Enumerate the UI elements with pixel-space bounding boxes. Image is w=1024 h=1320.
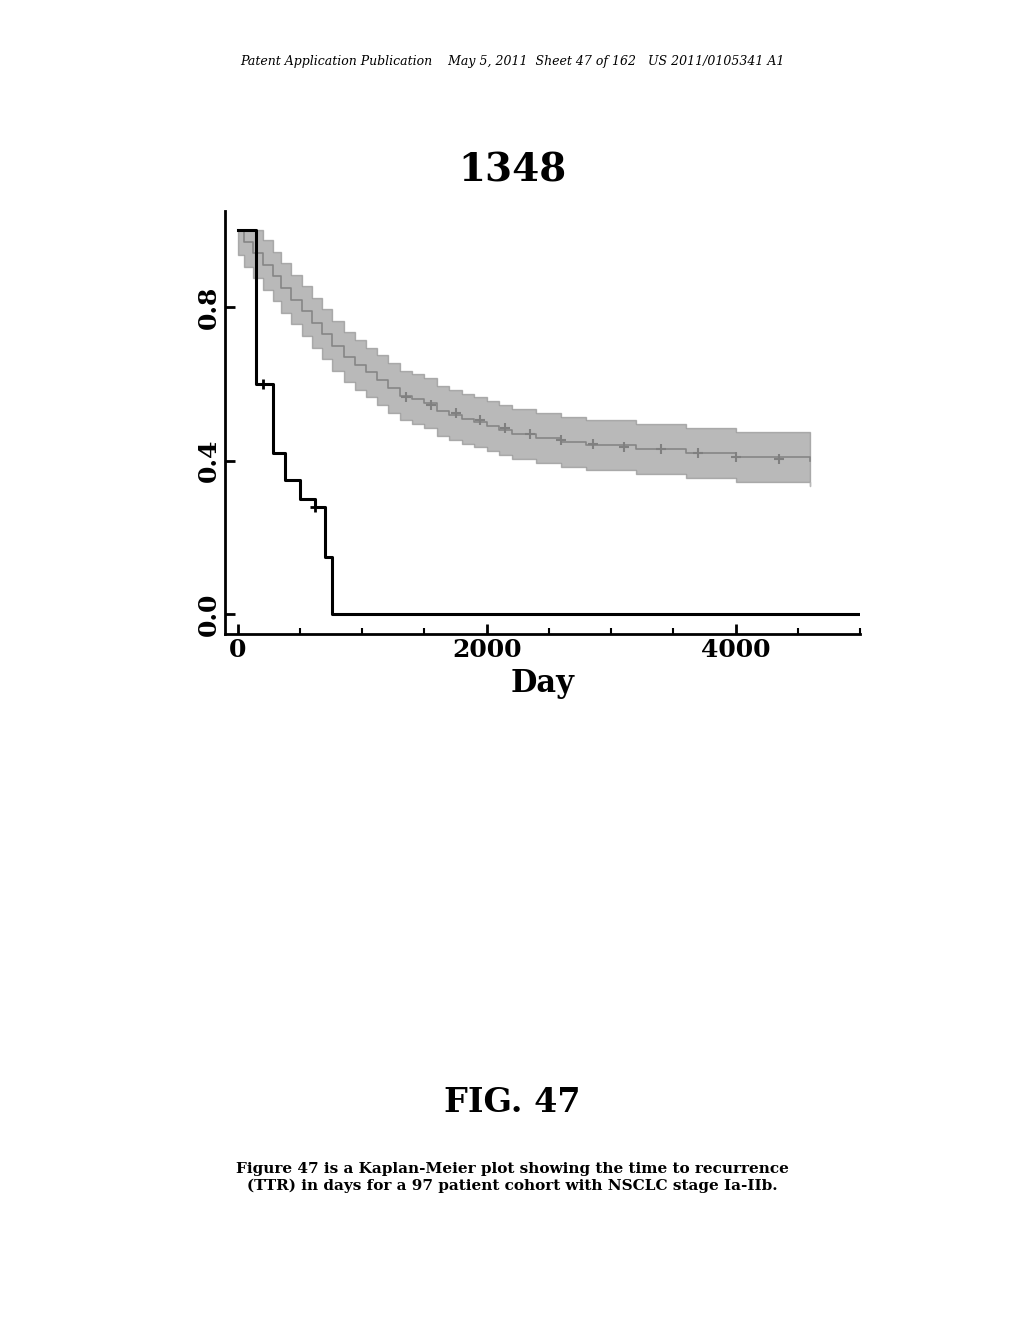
Text: 1348: 1348 xyxy=(458,152,566,190)
Text: Patent Application Publication    May 5, 2011  Sheet 47 of 162   US 2011/0105341: Patent Application Publication May 5, 20… xyxy=(240,55,784,69)
Text: Figure 47 is a Kaplan-Meier plot showing the time to recurrence
(TTR) in days fo: Figure 47 is a Kaplan-Meier plot showing… xyxy=(236,1162,788,1193)
X-axis label: Day: Day xyxy=(511,668,574,700)
Text: FIG. 47: FIG. 47 xyxy=(443,1085,581,1119)
